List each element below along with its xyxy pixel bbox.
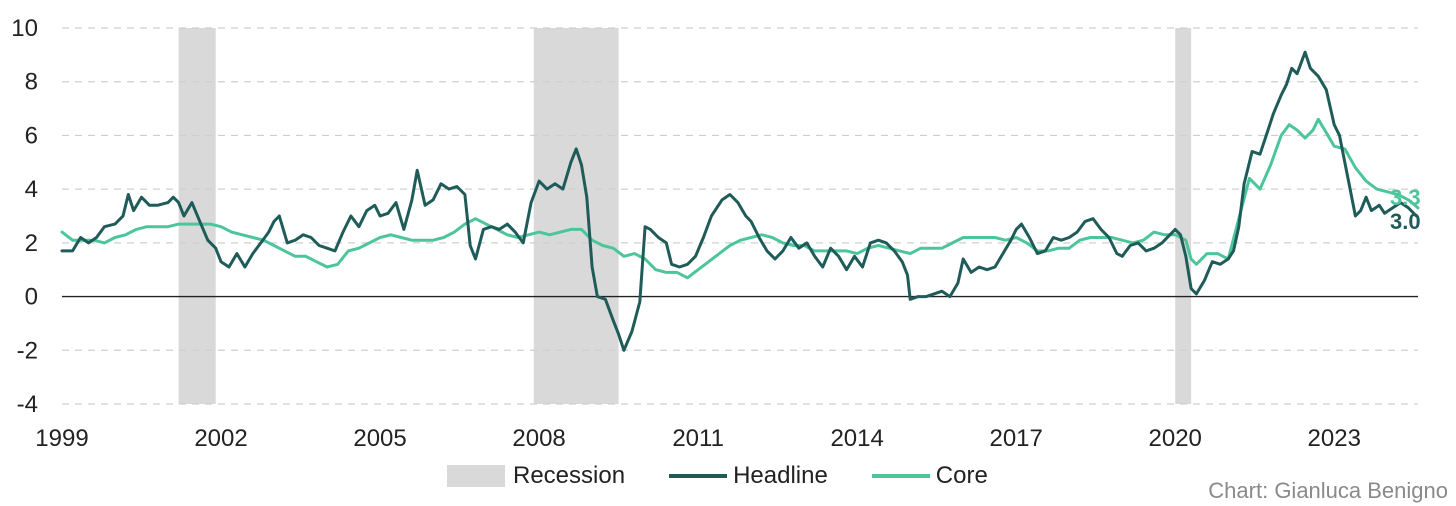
series-line-core bbox=[60, 117, 1420, 280]
y-tick-label: 8 bbox=[25, 69, 38, 96]
axes: -4 -2 0 2 4 6 8 10 1999 2002 2005 2008 2011 2014 2017 2… bbox=[11, 15, 1418, 452]
recession-bands bbox=[178, 28, 1192, 404]
legend-label-headline: Headline bbox=[733, 462, 828, 489]
y-tick-label: 10 bbox=[11, 15, 38, 42]
series-lines bbox=[60, 50, 1420, 352]
legend-item-recession: Recession bbox=[447, 462, 625, 490]
y-tick-label: 6 bbox=[25, 122, 38, 149]
y-tick-label: -4 bbox=[17, 391, 38, 418]
legend-item-core: Core bbox=[871, 462, 988, 490]
legend-swatch-recession bbox=[447, 465, 505, 487]
end-labels: 3.03.3 bbox=[1390, 185, 1421, 234]
x-tick-label: 1999 bbox=[35, 425, 88, 452]
recession-band-2 bbox=[533, 28, 619, 404]
y-tick-label: 2 bbox=[25, 230, 38, 257]
legend-swatch-headline bbox=[669, 474, 728, 478]
legend-label-core: Core bbox=[935, 462, 988, 489]
y-tick-label: -2 bbox=[17, 337, 38, 364]
recession-band-3 bbox=[1175, 28, 1192, 404]
series-line-headline bbox=[60, 50, 1418, 352]
end-label-core: 3.3 bbox=[1390, 185, 1421, 210]
legend: Recession Headline Core bbox=[447, 462, 1032, 490]
x-tick-label: 2017 bbox=[989, 425, 1042, 452]
x-tick-label: 2002 bbox=[194, 425, 247, 452]
x-tick-label: 2014 bbox=[830, 425, 883, 452]
line-chart: -4 -2 0 2 4 6 8 10 1999 2002 2005 2008 2011 2014 2017 2… bbox=[11, 15, 1421, 452]
x-tick-label: 2011 bbox=[672, 425, 724, 452]
legend-label-recession: Recession bbox=[513, 462, 626, 489]
legend-item-headline: Headline bbox=[669, 462, 828, 490]
x-tick-label: 2005 bbox=[353, 425, 406, 452]
x-tick-label: 2008 bbox=[512, 425, 565, 452]
end-label-headline: 3.0 bbox=[1390, 209, 1421, 234]
y-tick-label: 0 bbox=[25, 284, 38, 311]
legend-swatch-core bbox=[871, 474, 930, 478]
y-tick-label: 4 bbox=[25, 176, 38, 203]
x-tick-label: 2020 bbox=[1149, 425, 1202, 452]
x-tick-label: 2023 bbox=[1308, 425, 1361, 452]
gridlines bbox=[62, 27, 1418, 405]
chart-credit: Chart: Gianluca Benigno bbox=[1208, 478, 1448, 503]
